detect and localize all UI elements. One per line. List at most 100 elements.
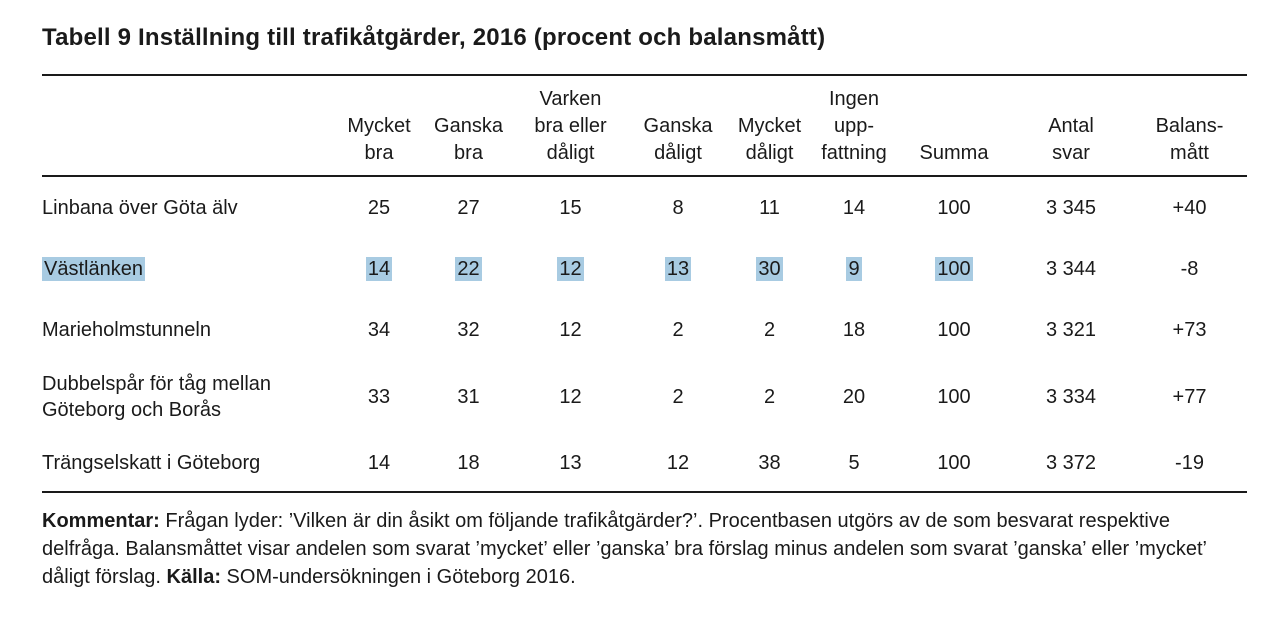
cell-value: +40 <box>1172 196 1207 219</box>
cell-value: Linbana över Göta älv <box>42 196 238 219</box>
column-header-balansmatt: Balans- mått <box>1155 115 1224 164</box>
cell-value: 13 <box>559 451 582 474</box>
table-title: Tabell 9 Inställning till trafikåtgärder… <box>42 24 826 51</box>
row-label: Västlänken <box>42 238 335 300</box>
cell-value: 14 <box>367 451 391 474</box>
cell-value: +73 <box>1172 319 1207 341</box>
cell-value: 15 <box>559 196 582 219</box>
cell: 3 321 <box>1010 300 1132 360</box>
cell: -8 <box>1132 238 1247 300</box>
cell-value: 12 <box>559 319 582 341</box>
column-header-mycket-daligt: Mycket dåligt <box>737 115 802 164</box>
cell: 22 <box>423 238 514 300</box>
cell-value: Marieholmstunneln <box>42 319 211 341</box>
cell-value-selected: 9 <box>846 257 862 281</box>
column-header-ingen-uppfattning: Ingen upp- fattning <box>821 88 887 164</box>
cell-value-selected: 14 <box>365 257 393 281</box>
cell-value-selected: 13 <box>664 257 692 281</box>
cell: 14 <box>335 238 423 300</box>
cell-value-selected: 100 <box>935 257 973 281</box>
cell-value: 100 <box>937 451 971 474</box>
cell-value-selected: 12 <box>557 257 584 281</box>
cell: 13 <box>627 238 729 300</box>
table-row-trangselskatt: Trängselskatt i Göteborg 14 18 13 12 38 … <box>42 434 1247 492</box>
cell-value: 8 <box>672 196 684 219</box>
cell-value: 32 <box>457 319 480 341</box>
cell-value: Dubbelspår för tåg mellan Göteborg och B… <box>42 373 272 421</box>
cell: 12 <box>627 434 729 492</box>
cell: 18 <box>810 300 898 360</box>
cell-value: Trängselskatt i Göteborg <box>42 451 261 474</box>
comment-label: Kommentar: <box>42 510 160 532</box>
cell-value: 20 <box>842 386 866 408</box>
cell: 38 <box>729 434 810 492</box>
cell-value: 2 <box>763 319 776 341</box>
cell-value: 3 344 <box>1045 258 1097 280</box>
cell: 33 <box>335 360 423 434</box>
column-header-varken: Varken bra eller dåligt <box>534 88 607 164</box>
cell: 12 <box>514 238 627 300</box>
cell: 14 <box>810 176 898 238</box>
cell: 8 <box>627 176 729 238</box>
table-row-vastlanken-selected: Västlänken 14 22 12 13 30 9 100 3 344 -8 <box>42 238 1247 300</box>
column-header-empty <box>42 75 335 176</box>
cell-value: 34 <box>367 319 391 341</box>
cell-value: 3 334 <box>1045 386 1097 408</box>
cell-value: -19 <box>1175 451 1204 474</box>
cell-value: 25 <box>367 196 391 219</box>
cell-value: 12 <box>559 386 582 408</box>
table-row-marieholmstunneln: Marieholmstunneln 34 32 12 2 2 18 100 3 … <box>42 300 1247 360</box>
cell: 2 <box>729 300 810 360</box>
cell: 3 334 <box>1010 360 1132 434</box>
cell-value: 27 <box>457 196 480 219</box>
cell: 34 <box>335 300 423 360</box>
table-header: Mycket bra Ganska bra Varken bra eller d… <box>42 75 1247 176</box>
cell-value: 12 <box>666 451 690 474</box>
cell: 18 <box>423 434 514 492</box>
cell-value-selected: 22 <box>455 257 482 281</box>
cell: 30 <box>729 238 810 300</box>
cell: 15 <box>514 176 627 238</box>
cell: 27 <box>423 176 514 238</box>
column-header-ganska-daligt: Ganska dåligt <box>643 115 713 164</box>
cell: +40 <box>1132 176 1247 238</box>
cell-value: 3 372 <box>1045 451 1097 474</box>
cell: 25 <box>335 176 423 238</box>
cell-value: 33 <box>367 386 391 408</box>
cell: 100 <box>898 176 1010 238</box>
cell: 100 <box>898 434 1010 492</box>
cell: 2 <box>627 360 729 434</box>
cell-value: -8 <box>1180 258 1199 280</box>
cell: +77 <box>1132 360 1247 434</box>
cell-value: 31 <box>457 386 480 408</box>
cell-value: 11 <box>759 196 780 219</box>
results-table: Mycket bra Ganska bra Varken bra eller d… <box>42 74 1247 493</box>
cell-value: 3 321 <box>1045 319 1097 341</box>
cell: 2 <box>729 360 810 434</box>
cell: 14 <box>335 434 423 492</box>
cell: -19 <box>1132 434 1247 492</box>
column-header-antal-svar: Antal svar <box>1048 115 1094 164</box>
row-label: Marieholmstunneln <box>42 300 335 360</box>
cell-value: 14 <box>842 196 866 219</box>
cell-value: 100 <box>937 386 971 408</box>
cell: 11 <box>729 176 810 238</box>
table-row-dubbelspar: Dubbelspår för tåg mellan Göteborg och B… <box>42 360 1247 434</box>
cell: 12 <box>514 300 627 360</box>
source-label: Källa: <box>166 566 221 588</box>
cell-value: 5 <box>848 451 860 474</box>
column-header-mycket-bra: Mycket bra <box>347 115 411 164</box>
cell: 3 372 <box>1010 434 1132 492</box>
cell-value: 18 <box>842 319 866 341</box>
cell-value: 38 <box>758 451 781 474</box>
cell: 3 345 <box>1010 176 1132 238</box>
cell-value: 3 345 <box>1045 196 1097 219</box>
cell-value: 18 <box>457 451 480 474</box>
cell-value: 2 <box>672 319 684 341</box>
cell: 2 <box>627 300 729 360</box>
cell-value: 100 <box>937 196 971 219</box>
column-header-summa: Summa <box>919 142 989 164</box>
cell: 13 <box>514 434 627 492</box>
table-row-linbana: Linbana över Göta älv 25 27 15 8 11 14 1… <box>42 176 1247 238</box>
